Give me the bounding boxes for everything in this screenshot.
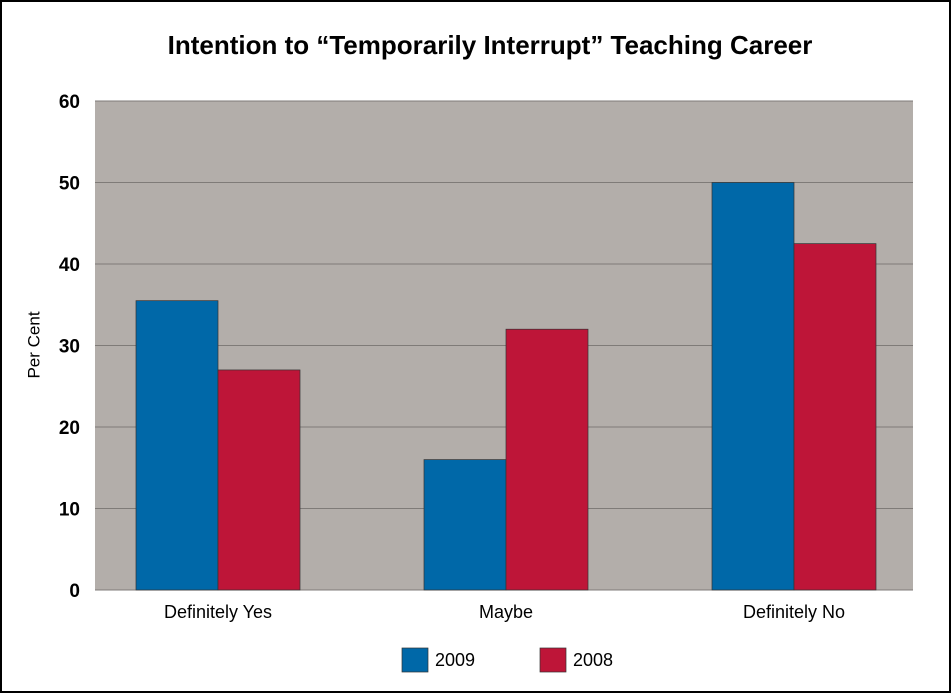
- y-tick-label: 10: [59, 500, 80, 521]
- legend-label: 2009: [435, 650, 475, 670]
- chart-title: Intention to “Temporarily Interrupt” Tea…: [168, 30, 813, 60]
- x-tick-label: Maybe: [479, 602, 533, 622]
- y-tick-label: 20: [59, 418, 80, 439]
- bar: [793, 243, 877, 591]
- y-tick-label: 40: [59, 255, 80, 276]
- y-tick-label: 30: [59, 337, 80, 358]
- bar: [505, 328, 589, 591]
- y-tick-label: 50: [59, 174, 80, 195]
- bar: [423, 459, 507, 591]
- y-tick-label: 60: [59, 92, 80, 113]
- x-tick-label: Definitely No: [743, 602, 845, 622]
- legend-label: 2008: [573, 650, 613, 670]
- bar: [135, 300, 219, 591]
- legend-swatch: [401, 647, 429, 673]
- bar: [711, 182, 795, 591]
- legend-swatch: [539, 647, 567, 673]
- x-tick-label: Definitely Yes: [164, 602, 272, 622]
- y-tick-label: 0: [69, 581, 80, 602]
- y-axis-label: Per Cent: [24, 311, 43, 378]
- bar: [217, 369, 301, 591]
